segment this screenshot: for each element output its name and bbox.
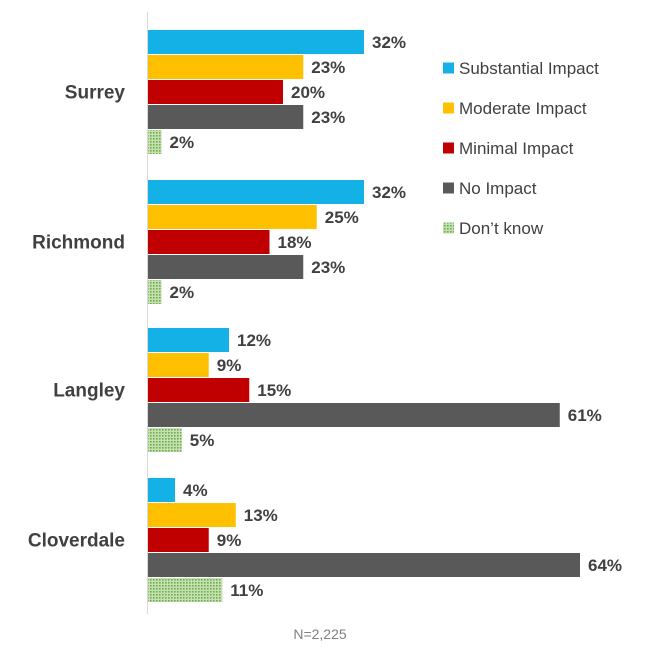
value-label-surrey-substantial-impact: 32%	[372, 33, 406, 52]
legend-swatch-no-impact	[443, 182, 454, 194]
legend: Substantial Impact Moderate Impact Minimal…	[443, 59, 599, 238]
sample-size-note: N=2,225	[293, 626, 347, 642]
category-label-cloverdale: Cloverdale	[28, 531, 125, 552]
legend-label-minimal-impact: Minimal Impact	[459, 139, 574, 158]
bar-langley-don-t-know	[148, 428, 182, 452]
value-label-surrey-minimal-impact: 20%	[291, 83, 325, 102]
category-label-langley: Langley	[53, 381, 125, 402]
legend-label-moderate-impact: Moderate Impact	[459, 99, 587, 118]
value-label-richmond-don-t-know: 2%	[170, 283, 195, 302]
value-label-langley-moderate-impact: 9%	[217, 356, 242, 375]
value-label-richmond-no-impact: 23%	[311, 258, 345, 277]
legend-label-substantial-impact: Substantial Impact	[459, 59, 599, 78]
bar-surrey-don-t-know	[148, 130, 162, 154]
value-label-cloverdale-don-t-know: 11%	[230, 581, 263, 600]
bar-langley-moderate-impact	[148, 353, 209, 377]
value-label-surrey-no-impact: 23%	[311, 108, 345, 127]
bar-cloverdale-moderate-impact	[148, 503, 236, 527]
legend-label-no-impact: No Impact	[459, 179, 537, 198]
bar-cloverdale-no-impact	[148, 553, 580, 577]
value-label-langley-don-t-know: 5%	[190, 431, 215, 450]
legend-swatch-don-t-know	[443, 222, 454, 234]
bar-surrey-no-impact	[148, 105, 304, 129]
value-label-richmond-minimal-impact: 18%	[278, 233, 312, 252]
value-label-surrey-moderate-impact: 23%	[311, 58, 345, 77]
value-label-cloverdale-minimal-impact: 9%	[217, 531, 242, 550]
bar-surrey-moderate-impact	[148, 55, 304, 79]
legend-swatch-minimal-impact	[443, 142, 454, 154]
bar-richmond-don-t-know	[148, 280, 162, 304]
value-label-langley-substantial-impact: 12%	[237, 331, 271, 350]
bar-langley-minimal-impact	[148, 378, 250, 402]
value-label-cloverdale-substantial-impact: 4%	[183, 481, 208, 500]
bar-langley-no-impact	[148, 403, 560, 427]
bar-surrey-minimal-impact	[148, 80, 283, 104]
bars-layer: Surrey 32% 23% 20% 23% 2% Richmond 32% 25% 18% 23%…	[28, 30, 622, 602]
bar-cloverdale-substantial-impact	[148, 478, 175, 502]
bar-cloverdale-minimal-impact	[148, 528, 209, 552]
bar-cloverdale-don-t-know	[148, 578, 223, 602]
value-label-langley-minimal-impact: 15%	[257, 381, 291, 400]
category-label-surrey: Surrey	[65, 83, 126, 104]
value-label-richmond-substantial-impact: 32%	[372, 183, 406, 202]
bar-surrey-substantial-impact	[148, 30, 364, 54]
bar-richmond-substantial-impact	[148, 180, 364, 204]
value-label-langley-no-impact: 61%	[568, 406, 602, 425]
bar-richmond-moderate-impact	[148, 205, 317, 229]
bar-richmond-minimal-impact	[148, 230, 270, 254]
legend-label-don-t-know: Don’t know	[459, 219, 544, 238]
value-label-surrey-don-t-know: 2%	[170, 133, 195, 152]
value-label-cloverdale-moderate-impact: 13%	[244, 506, 278, 525]
legend-swatch-substantial-impact	[443, 62, 454, 74]
bar-richmond-no-impact	[148, 255, 304, 279]
legend-swatch-moderate-impact	[443, 102, 454, 114]
value-label-richmond-moderate-impact: 25%	[325, 208, 359, 227]
category-label-richmond: Richmond	[32, 233, 125, 254]
value-label-cloverdale-no-impact: 64%	[588, 556, 622, 575]
bar-langley-substantial-impact	[148, 328, 229, 352]
